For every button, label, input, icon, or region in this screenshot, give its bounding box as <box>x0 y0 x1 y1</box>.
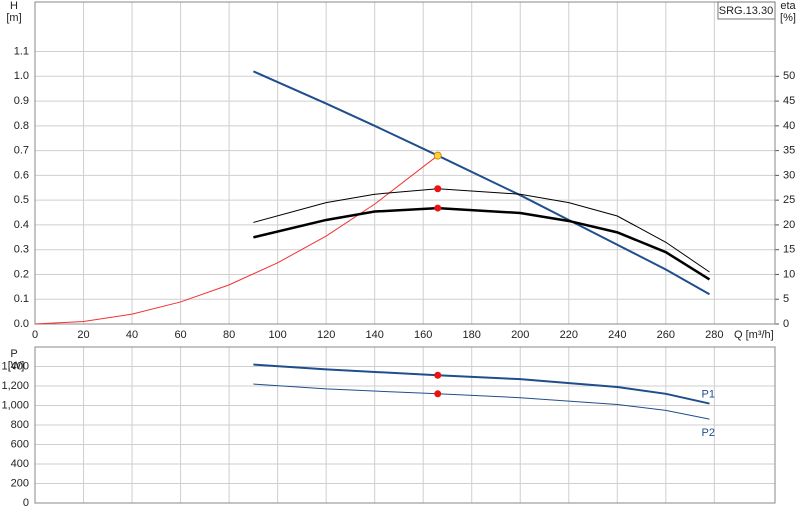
plot-area <box>35 2 775 324</box>
y-tick-label: 0.8 <box>14 120 29 132</box>
y-tick-label: 1,200 <box>1 380 29 392</box>
plot-border <box>34 346 776 504</box>
y-tick-label: 0.2 <box>14 268 29 280</box>
y-tick-label: 200 <box>11 477 29 489</box>
x-tick-label: 220 <box>560 329 578 341</box>
operating-point <box>434 390 442 398</box>
y2-tick-label: 15 <box>783 244 795 256</box>
y-tick-label: 1,000 <box>1 399 29 411</box>
operating-point <box>433 151 442 160</box>
y2-tick-label: 20 <box>783 219 795 231</box>
x-tick-label: 20 <box>77 329 89 341</box>
y2-tick-label: 30 <box>783 169 795 181</box>
y-tick-label: 1.0 <box>14 70 29 82</box>
y-axis-label: H <box>10 0 18 12</box>
y2-tick-label: 0 <box>783 318 789 330</box>
x-tick-label: 180 <box>463 329 481 341</box>
series-line <box>253 188 710 273</box>
y-tick-label: 0.1 <box>14 293 29 305</box>
y-tick-label: 1,400 <box>1 360 29 372</box>
y-tick-label: 0.4 <box>14 219 29 231</box>
series-label: P2 <box>701 427 714 439</box>
y-tick-label: 0.0 <box>14 318 29 330</box>
y-axis-unit: [m] <box>6 12 21 24</box>
plot-border <box>34 1 776 325</box>
x-tick-label: 200 <box>511 329 529 341</box>
y2-axis-unit: [%] <box>780 12 796 24</box>
operating-point <box>434 371 442 379</box>
series-label: P1 <box>701 388 714 400</box>
y2-axis-label: eta <box>780 0 796 12</box>
y-tick-label: 400 <box>11 458 29 470</box>
x-tick-label: 60 <box>174 329 186 341</box>
y-tick-label: 0.7 <box>14 145 29 157</box>
y-tick-label: 0.5 <box>14 194 29 206</box>
y2-tick-label: 50 <box>783 70 795 82</box>
chart-title: SRG.13.30 <box>719 5 773 17</box>
y-tick-label: 0.3 <box>14 244 29 256</box>
x-tick-label: 120 <box>317 329 335 341</box>
x-tick-label: 0 <box>32 329 38 341</box>
y-tick-label: 0.9 <box>14 95 29 107</box>
x-axis-label: Q [m³/h] <box>734 329 774 341</box>
y2-tick-label: 35 <box>783 145 795 157</box>
x-tick-label: 100 <box>268 329 286 341</box>
x-tick-label: 80 <box>223 329 235 341</box>
y-tick-label: 800 <box>11 419 29 431</box>
y2-tick-label: 10 <box>783 268 795 280</box>
y2-tick-label: 25 <box>783 194 795 206</box>
y2-tick-label: 40 <box>783 120 795 132</box>
y-tick-label: 1.1 <box>14 45 29 57</box>
operating-point <box>434 204 442 212</box>
series-line <box>253 363 710 405</box>
title-box <box>717 1 776 20</box>
x-tick-label: 140 <box>365 329 383 341</box>
y2-tick-label: 5 <box>783 293 789 305</box>
y2-tick-label: 45 <box>783 95 795 107</box>
y-axis-label: P <box>10 348 17 360</box>
series-line <box>253 383 710 420</box>
operating-point <box>434 185 442 193</box>
x-tick-label: 280 <box>705 329 723 341</box>
y-tick-label: 0 <box>23 497 29 509</box>
x-tick-label: 260 <box>657 329 675 341</box>
y-tick-label: 600 <box>11 438 29 450</box>
x-tick-label: 40 <box>126 329 138 341</box>
x-tick-label: 160 <box>414 329 432 341</box>
series-line <box>252 70 710 296</box>
x-tick-label: 240 <box>608 329 626 341</box>
series-line <box>253 206 711 281</box>
y-tick-label: 0.6 <box>14 169 29 181</box>
y-axis-unit: [W] <box>8 360 25 372</box>
